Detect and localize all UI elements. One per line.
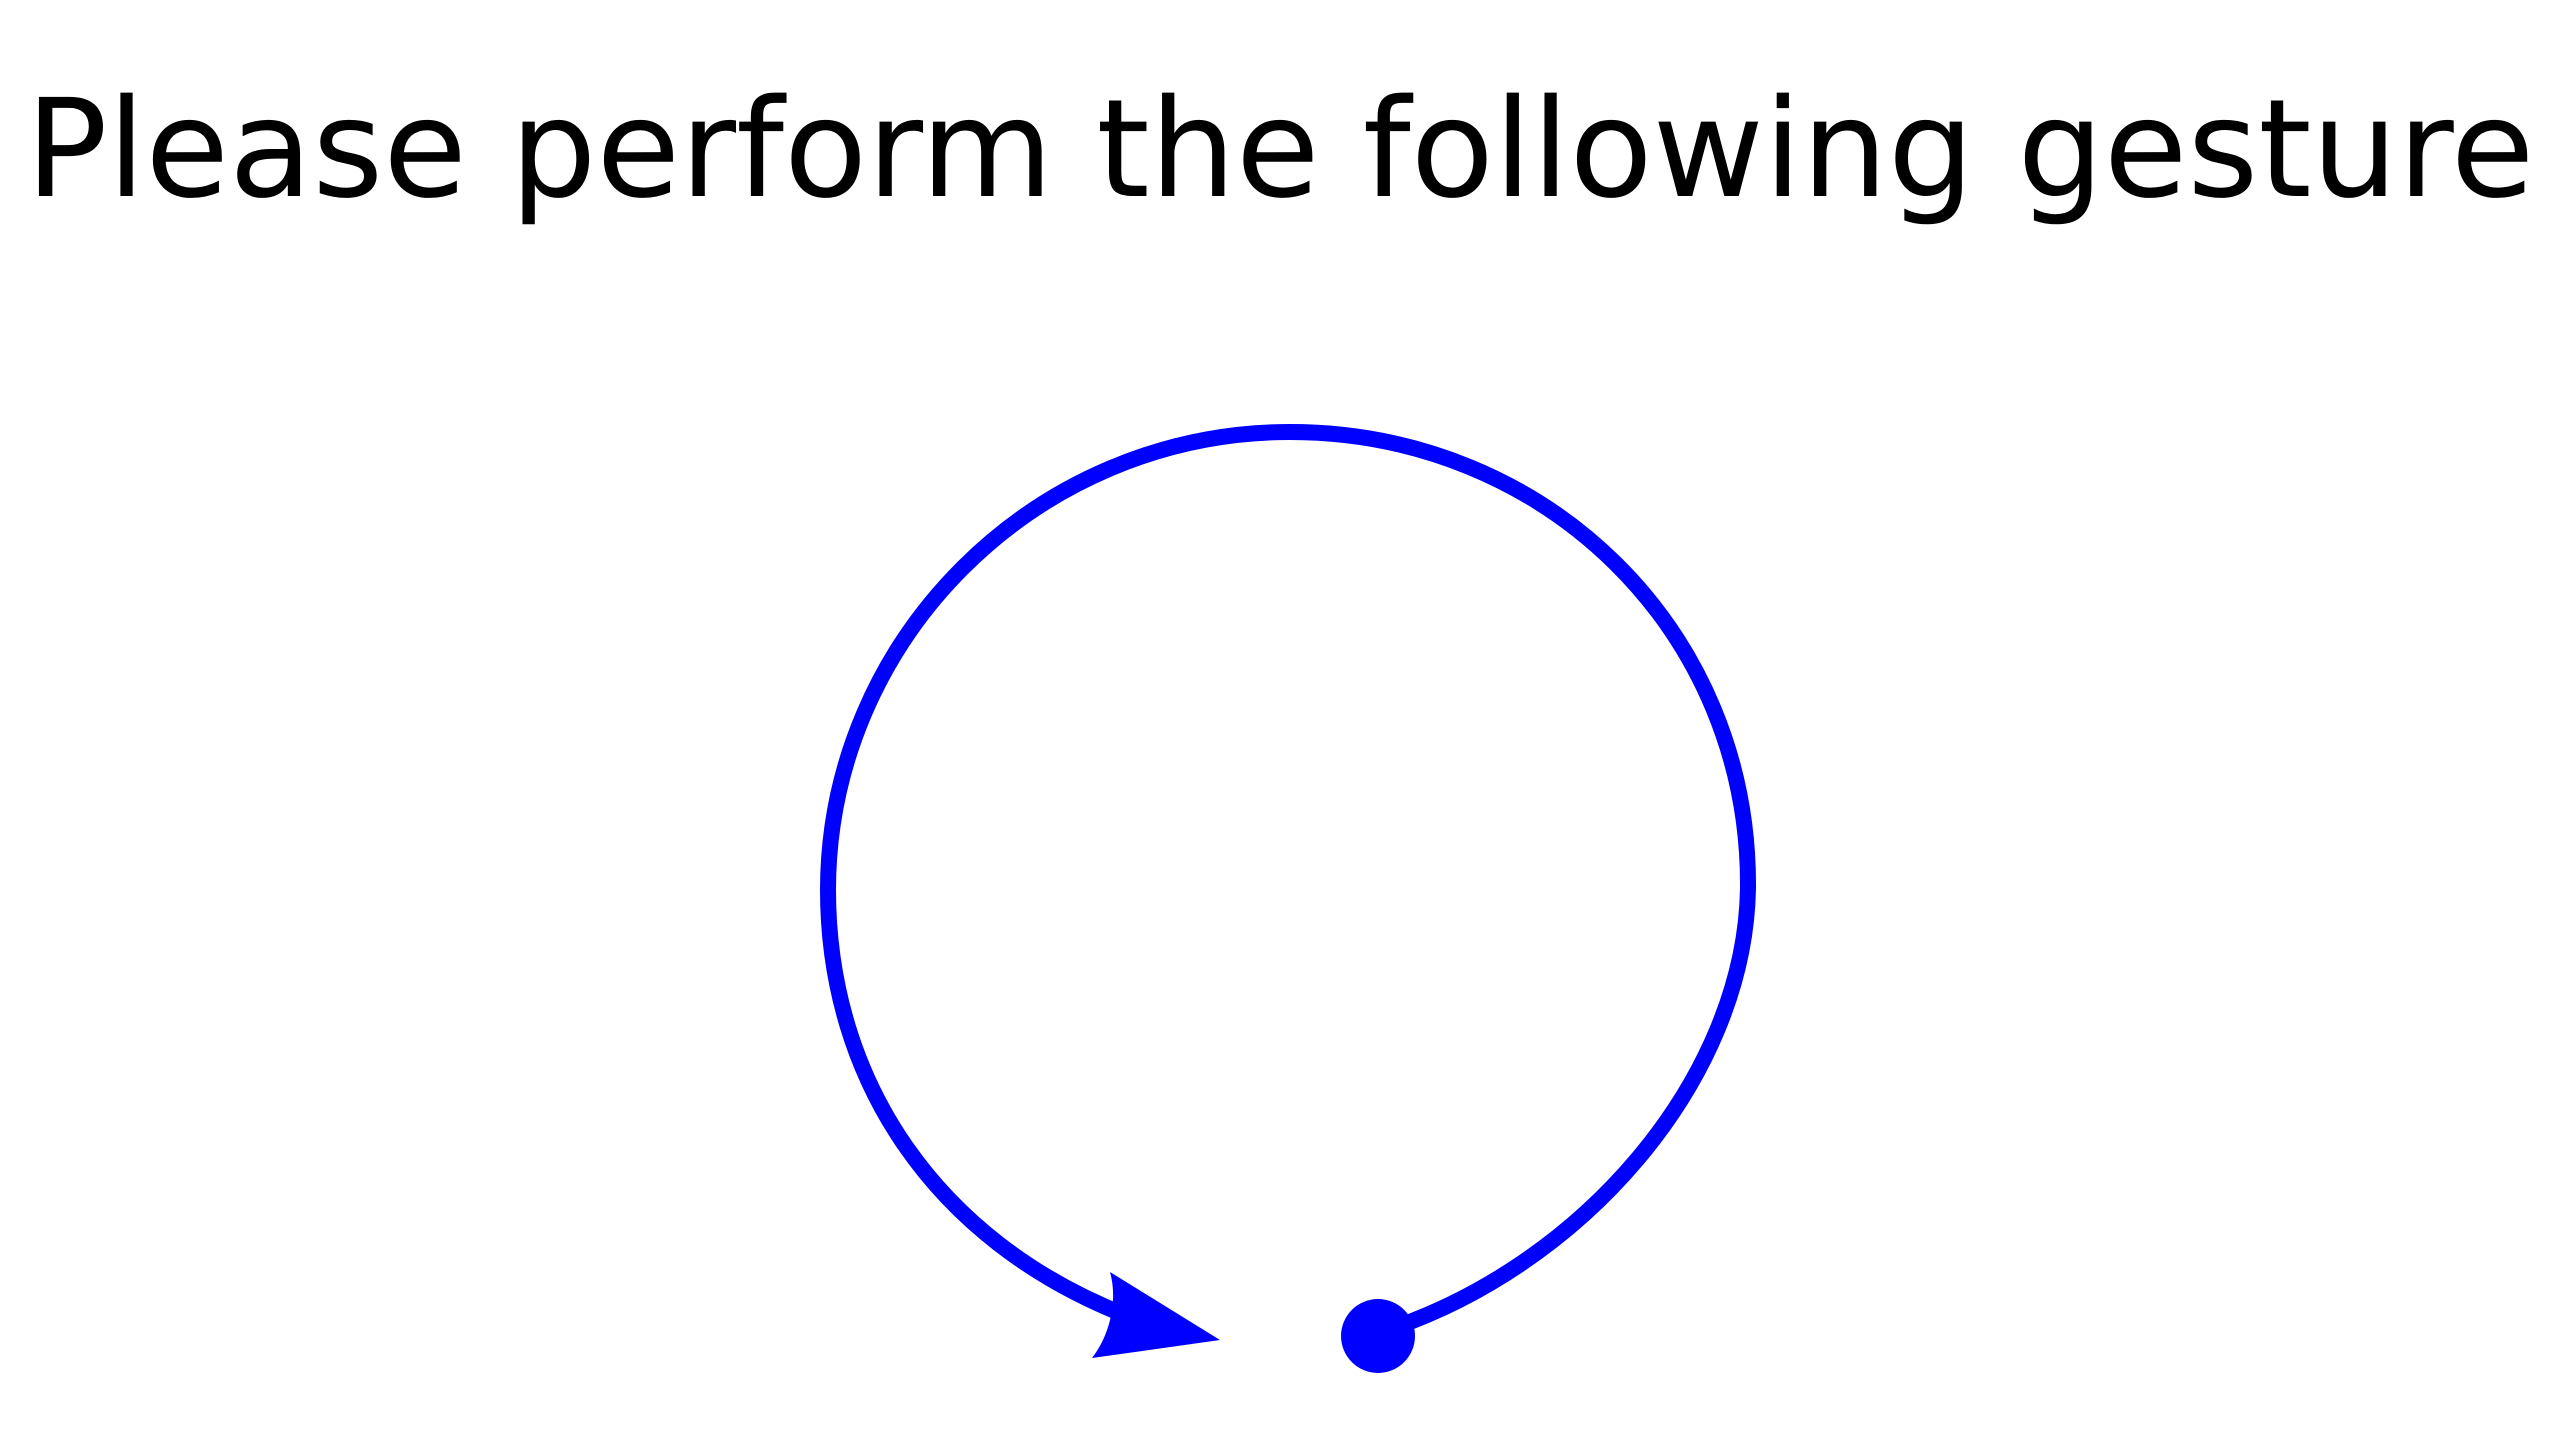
arrowhead-icon [1092, 1272, 1220, 1358]
start-dot-icon [1341, 1299, 1415, 1373]
instruction-text: Please perform the following gesture [25, 71, 2535, 229]
gesture-stroke [819, 423, 1757, 1341]
